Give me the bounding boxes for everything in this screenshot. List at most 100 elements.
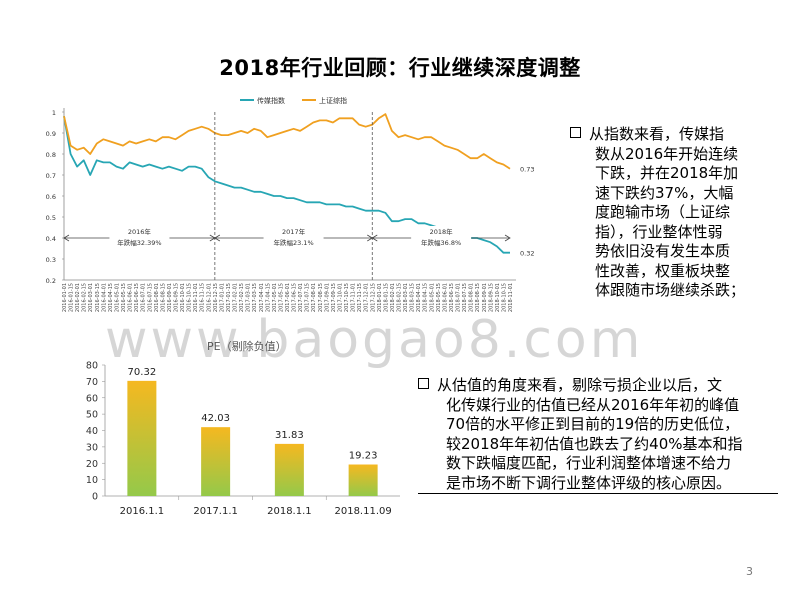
commentary-line: 70倍的水平修正到目前的19倍的历史低位， xyxy=(446,415,740,433)
x-tick-label: 2017-05-01 xyxy=(272,283,278,312)
watermark: www.baogao8.com xyxy=(105,310,644,370)
commentary-line: 数下跌幅度匹配，行业利润整体增速不给力 xyxy=(446,454,732,472)
x-tick-label: 2017-10-15 xyxy=(344,283,350,312)
page-number: 3 xyxy=(746,565,753,578)
commentary-line: 指），行业整体性弱 xyxy=(595,222,723,241)
x-tick-label: 2017-05-15 xyxy=(278,283,284,312)
x-tick-label: 2018-10-15 xyxy=(501,283,507,312)
y-tick-label: 0.7 xyxy=(46,172,56,180)
y-tick-label: 1 xyxy=(52,109,56,117)
x-tick-label: 2017-11-01 xyxy=(351,283,357,312)
x-tick-label: 2018-08-01 xyxy=(469,283,475,312)
x-tick-label: 2016-01-15 xyxy=(69,283,75,312)
line-chart-axes xyxy=(63,108,516,281)
x-tick-label: 2017-10-01 xyxy=(337,283,343,312)
period-label: 2018年 xyxy=(430,227,454,236)
y-tick-label: 70 xyxy=(86,377,98,388)
pe-bar xyxy=(201,427,231,496)
bar-value-label: 70.32 xyxy=(128,367,157,378)
x-tick-label: 2016-09-15 xyxy=(174,283,180,312)
arrow-head-icon xyxy=(371,234,378,242)
x-tick-label: 2018-11-01 xyxy=(508,283,514,312)
valuation-commentary: 从估值的角度来看，剔除亏损企业以后，文 化传媒行业的估值已经从2016年年初的峰… xyxy=(418,376,778,494)
x-tick-label: 2017-09-01 xyxy=(324,283,330,312)
arrow-head-icon xyxy=(504,234,511,242)
series-line xyxy=(63,113,511,170)
series-end-label: 0.73 xyxy=(520,166,534,174)
x-tick-label: 2017-02-15 xyxy=(239,283,245,312)
y-tick-label: 10 xyxy=(86,475,98,486)
page-title: 2018年行业回顾：行业继续深度调整 xyxy=(219,56,581,80)
x-tick-label: 2016-05-15 xyxy=(121,283,127,312)
bar-value-label: 42.03 xyxy=(201,413,230,424)
x-tick-label: 2016-10-15 xyxy=(187,283,193,312)
bar-value-label: 31.83 xyxy=(275,430,304,441)
x-tick-label: 2016-08-01 xyxy=(154,283,160,312)
x-tick-label: 2016-12-15 xyxy=(213,283,219,312)
x-tick-label: 2017-12-15 xyxy=(370,283,376,312)
x-tick-label: 2016-06-01 xyxy=(128,283,134,312)
x-tick-label: 2017-02-01 xyxy=(233,283,239,312)
y-tick-label: 0.8 xyxy=(46,151,56,159)
y-tick-label: 60 xyxy=(86,393,98,404)
x-tick-label: 2018-01-15 xyxy=(383,283,389,312)
x-tick-label: 2016-11-01 xyxy=(193,283,199,312)
pe-bar xyxy=(274,443,304,496)
x-tick-label: 2016-12-01 xyxy=(206,283,212,312)
x-tick-label: 2017-01-15 xyxy=(226,283,232,312)
x-tick-label: 2018-06-01 xyxy=(442,283,448,312)
x-tick-label: 2018-03-15 xyxy=(410,283,416,312)
checkbox-bullet-icon xyxy=(570,127,581,138)
x-tick-label: 2018-05-01 xyxy=(429,283,435,312)
commentary-line: 是市场不断下调行业整体评级的核心原因。 xyxy=(418,474,778,494)
commentary-line: 化传媒行业的估值已经从2016年年初的峰值 xyxy=(446,395,740,414)
arrow-head-icon xyxy=(214,234,221,242)
bar-value-label: 19.23 xyxy=(349,451,378,462)
pe-chart-title: PE（剔除负值） xyxy=(207,340,287,353)
x-tick-label: 2017-09-15 xyxy=(331,283,337,312)
x-tick-label: 2017-06-01 xyxy=(285,283,291,312)
y-tick-label: 80 xyxy=(86,361,98,372)
x-tick-label: 2018-01-01 xyxy=(377,283,383,312)
x-tick-label: 2016-06-15 xyxy=(134,283,140,312)
legend-label: 上证综指 xyxy=(319,96,347,105)
bar-chart-bars: 70.32 2016.1.1 42.03 2017.1.1 31.83 2018.1.1 1… xyxy=(120,367,392,517)
annotation-bg xyxy=(411,226,472,248)
x-tick-label: 2018-05-15 xyxy=(436,283,442,312)
line-chart-x-labels: 2016-01-01 2016-01-15 2016-02-01 2016-02-15… xyxy=(62,283,514,312)
annotation-bg xyxy=(109,226,170,248)
series-end-label: 0.32 xyxy=(520,250,534,258)
y-tick-label: 0.5 xyxy=(46,214,56,222)
y-tick-label: 0.6 xyxy=(46,193,56,201)
x-tick-label: 2016-02-01 xyxy=(75,283,81,312)
y-tick-label: 0.3 xyxy=(46,256,56,264)
y-tick-label: 20 xyxy=(86,459,98,470)
x-tick-label: 2016-11-15 xyxy=(200,283,206,312)
commentary-line: 下跌，并在2018年加 xyxy=(595,164,739,182)
y-tick-label: 50 xyxy=(86,410,98,421)
x-tick-label: 2017-01-01 xyxy=(219,283,225,312)
x-tick-label: 2018-07-01 xyxy=(456,283,462,312)
x-tick-label: 2017-04-15 xyxy=(265,283,271,312)
x-tick-label: 2017-03-01 xyxy=(246,283,252,312)
x-tick-label: 2018-02-01 xyxy=(390,283,396,312)
period-label: 2017年 xyxy=(282,227,306,236)
x-tick-label: 2017-04-01 xyxy=(259,283,265,312)
x-tick-label: 2016-10-01 xyxy=(180,283,186,312)
x-tick-label: 2018-03-01 xyxy=(403,283,409,312)
y-tick-label: 0.2 xyxy=(46,277,56,285)
x-tick-label: 2016-05-01 xyxy=(114,283,120,312)
period-label: 2016年 xyxy=(128,227,152,236)
commentary-line: 较2018年年初估值也跌去了约40%基本和指 xyxy=(446,434,743,453)
index-commentary: 从指数来看，传媒指 数从2016年开始连续 下跌，并在2018年加 速下跌约37… xyxy=(570,125,770,301)
arrow-head-icon xyxy=(63,234,70,242)
x-tick-label: 2016-02-15 xyxy=(82,283,88,312)
period-change-label: 年跌幅32.39% xyxy=(117,238,161,247)
period-change-label: 年跌幅36.8% xyxy=(421,238,461,247)
commentary-line: 势依旧没有发生本质 xyxy=(595,242,731,260)
y-tick-label: 40 xyxy=(86,426,98,437)
commentary-line: 从估值的角度来看，剔除亏损企业以后，文 xyxy=(418,376,778,396)
pe-bar xyxy=(127,380,157,496)
y-tick-label: 0 xyxy=(92,492,98,503)
